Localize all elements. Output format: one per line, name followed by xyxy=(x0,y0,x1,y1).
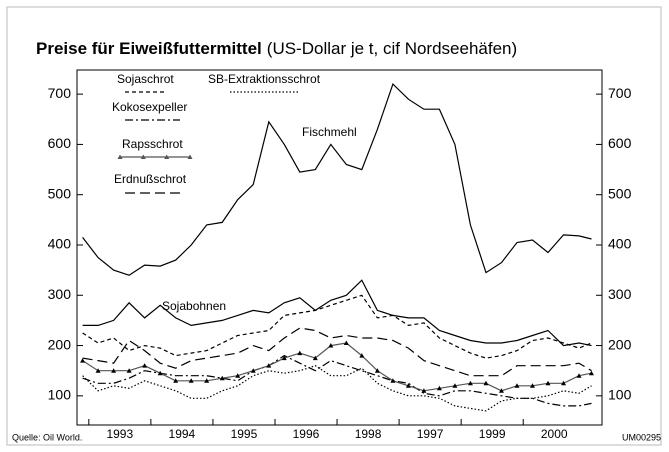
source: Quelle: Oil World. xyxy=(12,432,82,442)
series-marker xyxy=(405,383,411,388)
y2-tick-label: 300 xyxy=(608,286,632,302)
series-marker xyxy=(297,350,303,356)
x-tick-label: 1996 xyxy=(293,427,320,441)
series-marker xyxy=(95,368,101,373)
series-marker xyxy=(421,388,427,393)
series-marker xyxy=(545,380,551,386)
series-marker xyxy=(80,358,86,363)
legend-label: Kokosexpeller xyxy=(112,100,187,114)
series-marker xyxy=(588,370,594,376)
y-tick-label: 700 xyxy=(48,85,72,101)
series-line xyxy=(82,279,592,347)
series-marker xyxy=(111,368,117,373)
y2-tick-label: 600 xyxy=(608,135,632,151)
series-marker xyxy=(157,370,163,376)
series-marker xyxy=(576,373,582,378)
legend-label: Sojaschrot xyxy=(117,72,174,86)
series-line xyxy=(82,342,592,392)
outer-frame xyxy=(6,6,662,446)
series-marker xyxy=(498,388,504,393)
x-tick-label: 1994 xyxy=(169,427,196,441)
legend-label: Erdnußschrot xyxy=(114,172,187,186)
series-marker xyxy=(467,380,473,386)
series-marker xyxy=(374,368,380,373)
x-tick-label: 1995 xyxy=(231,427,258,441)
series-marker xyxy=(142,363,148,368)
series-marker xyxy=(514,383,520,388)
series-marker xyxy=(281,355,287,361)
y-tick-label: 600 xyxy=(48,135,72,151)
series-marker xyxy=(529,383,535,388)
series-marker xyxy=(188,378,194,383)
series-marker xyxy=(173,378,179,383)
code: UM00295 xyxy=(622,432,661,442)
series-marker xyxy=(312,355,318,361)
x-tick-label: 1993 xyxy=(106,427,133,441)
series-marker xyxy=(452,383,458,388)
series-line xyxy=(82,327,592,377)
y2-tick-label: 400 xyxy=(608,236,632,252)
y2-tick-label: 200 xyxy=(608,336,632,352)
x-tick-label: 2000 xyxy=(541,427,568,441)
legend-label: SB-Extraktionsschrot xyxy=(208,72,321,86)
y2-tick-label: 700 xyxy=(608,85,632,101)
y2-tick-label: 500 xyxy=(608,185,632,201)
chart-title: Preise für Eiweißfuttermittel xyxy=(36,39,262,58)
y2-tick-label: 100 xyxy=(608,387,632,403)
series-line xyxy=(82,83,592,276)
y-tick-label: 100 xyxy=(48,387,72,403)
series-line xyxy=(82,294,592,359)
series-marker xyxy=(204,378,210,383)
legend-marker xyxy=(117,154,123,159)
series-marker xyxy=(561,380,567,386)
x-tick-label: 1998 xyxy=(355,427,382,441)
legend-label: Fischmehl xyxy=(302,125,357,139)
series-marker xyxy=(266,363,272,368)
plot-frame xyxy=(76,69,603,426)
legend-marker xyxy=(140,154,146,159)
legend-marker xyxy=(187,154,193,159)
series-marker xyxy=(328,343,334,348)
legend-marker xyxy=(164,154,170,159)
series-marker xyxy=(219,375,225,381)
x-tick-label: 1999 xyxy=(479,427,506,441)
series-marker xyxy=(390,378,396,383)
x-tick-label: 1997 xyxy=(417,427,444,441)
series-marker xyxy=(483,380,489,386)
y-tick-label: 300 xyxy=(48,286,72,302)
series-marker xyxy=(359,353,365,358)
y-tick-label: 400 xyxy=(48,236,72,252)
y-tick-label: 200 xyxy=(48,336,72,352)
series-marker xyxy=(436,385,442,391)
series-marker xyxy=(126,368,132,373)
y-tick-label: 500 xyxy=(48,185,72,201)
series-line xyxy=(82,354,592,407)
chart-title-group: Preise für Eiweißfuttermittel (US-Dollar … xyxy=(36,39,517,58)
series-marker xyxy=(343,340,349,346)
legend-label: Sojabohnen xyxy=(162,299,226,313)
series-marker xyxy=(250,368,256,373)
series-line xyxy=(82,365,592,412)
legend-label: Rapsschrot xyxy=(122,137,183,151)
chart-subtitle: (US-Dollar je t, cif Nordseehäfen) xyxy=(267,39,517,58)
series-marker xyxy=(235,373,241,378)
